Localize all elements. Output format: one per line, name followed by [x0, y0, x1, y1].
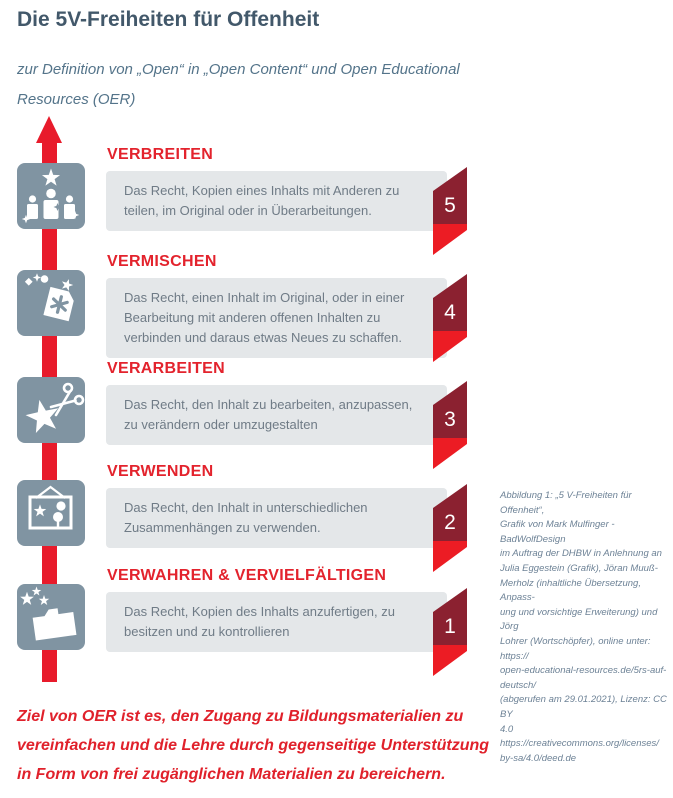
section-textbox: Das Recht, einen Inhalt im Original, ode… [106, 278, 447, 358]
number-badge: 4 [433, 274, 467, 362]
hanging-picture-frame-icon [17, 480, 85, 546]
number-badge: 1 [433, 588, 467, 676]
section-body: Das Recht, Kopien des Inhalts anzufertig… [124, 604, 395, 639]
section-textbox: Das Recht, den Inhalt zu bearbeiten, anz… [106, 385, 447, 445]
badge-number: 1 [444, 615, 456, 638]
section-body: Das Recht, einen Inhalt im Original, ode… [124, 290, 405, 345]
section-textbox: Das Recht, Kopien eines Inhalts mit Ande… [106, 171, 447, 231]
badge-number: 2 [444, 511, 456, 534]
folder-with-stars-icon [17, 584, 85, 650]
section-verbreiten: VERBREITEN Das Recht, Kopien eines Inhal… [0, 146, 673, 256]
section-verwahren-vervielfaeltigen: VERWAHREN & VERVIELFÄLTIGEN Das Recht, K… [0, 567, 673, 677]
people-sharing-star-icon [17, 163, 85, 229]
section-textbox: Das Recht, Kopien des Inhalts anzufertig… [106, 592, 447, 652]
section-verarbeiten: VERARBEITEN Das Recht, den Inhalt zu bea… [0, 360, 673, 470]
section-vermischen: VERMISCHEN Das Recht, einen Inhalt im Or… [0, 253, 673, 363]
star-scissors-icon [17, 377, 85, 443]
badge-number: 3 [444, 408, 456, 431]
section-body: Das Recht, den Inhalt in unterschiedlich… [124, 500, 368, 535]
page-title: Die 5V-Freiheiten für Offenheit [17, 8, 320, 31]
section-heading: VERMISCHEN [107, 253, 217, 270]
section-heading: VERWENDEN [107, 463, 214, 480]
badge-number: 5 [444, 194, 456, 217]
number-badge: 2 [433, 484, 467, 572]
number-badge: 3 [433, 381, 467, 469]
number-badge: 5 [433, 167, 467, 255]
section-verwenden: VERWENDEN Das Recht, den Inhalt in unter… [0, 463, 673, 573]
section-heading: VERARBEITEN [107, 360, 225, 377]
upward-arrow-head-icon [36, 116, 62, 143]
section-heading: VERWAHREN & VERVIELFÄLTIGEN [107, 567, 387, 584]
badge-number: 4 [444, 301, 456, 324]
attribution-caption: Abbildung 1: „5 V-Freiheiten für Offenhe… [500, 490, 667, 764]
section-heading: VERBREITEN [107, 146, 214, 163]
section-body: Das Recht, Kopien eines Inhalts mit Ande… [124, 183, 400, 218]
oer-goal-text: Ziel von OER ist es, den Zugang zu Bildu… [17, 708, 490, 783]
page-subtitle: zur Definition von „Open“ in „Open Conte… [17, 61, 460, 108]
mixing-document-shapes-icon [17, 270, 85, 336]
section-body: Das Recht, den Inhalt zu bearbeiten, anz… [124, 397, 413, 432]
section-textbox: Das Recht, den Inhalt in unterschiedlich… [106, 488, 447, 548]
